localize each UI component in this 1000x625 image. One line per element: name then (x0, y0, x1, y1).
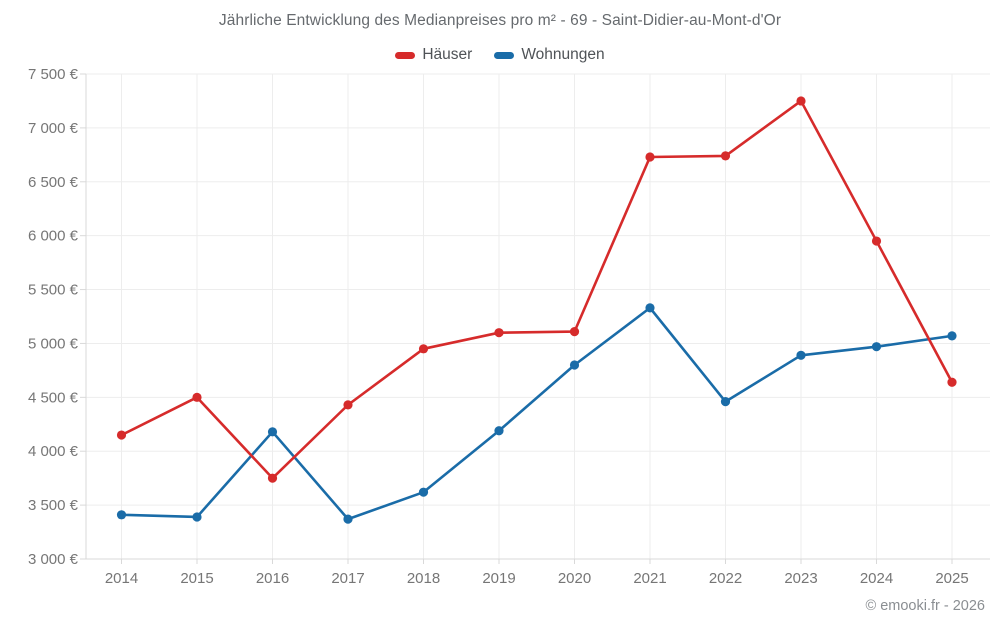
x-axis-label: 2016 (256, 570, 289, 587)
hauser-series-swatch-icon (395, 51, 416, 59)
legend-label-wohnungen: Wohnungen (521, 46, 605, 63)
series-line-wohnungen (121, 306, 953, 521)
copyright-footer: © emooki.fr - 2026 (865, 598, 985, 614)
data-point-huser-2023[interactable] (796, 96, 806, 106)
data-point-wohnungen-2017[interactable] (343, 514, 353, 524)
series-line-huser (120, 99, 954, 480)
y-axis-label: 4 500 € (28, 389, 79, 406)
legend-item-hauser[interactable]: Häuser (395, 46, 472, 64)
y-axis-label: 7 000 € (28, 120, 79, 137)
data-point-wohnungen-2015[interactable] (192, 512, 202, 522)
data-point-huser-2020[interactable] (569, 326, 580, 337)
data-point-huser-2018[interactable] (418, 344, 429, 354)
x-axis-label: 2019 (482, 570, 515, 587)
x-axis-label: 2024 (860, 570, 893, 587)
data-point-wohnungen-2021[interactable] (645, 303, 655, 313)
y-axis-label: 3 500 € (28, 497, 79, 514)
data-point-wohnungen-2016[interactable] (267, 427, 278, 437)
x-axis-label: 2017 (331, 570, 364, 587)
x-axis-label: 2025 (935, 570, 968, 587)
data-point-huser-2022[interactable] (720, 151, 731, 161)
chart-title: Jährliche Entwicklung des Medianpreises … (218, 12, 782, 29)
x-axis-label: 2022 (709, 570, 742, 587)
y-axis-label: 7 500 € (28, 66, 79, 83)
y-axis-label: 6 000 € (28, 228, 79, 245)
data-point-wohnungen-2024[interactable] (871, 342, 882, 352)
data-point-huser-2024[interactable] (871, 236, 882, 246)
y-axis-label: 5 000 € (28, 335, 79, 352)
data-point-huser-2016[interactable] (267, 473, 278, 483)
data-point-huser-2017[interactable] (343, 400, 353, 410)
data-point-huser-2019[interactable] (494, 328, 504, 338)
data-point-wohnungen-2022[interactable] (720, 397, 731, 407)
x-axis-label: 2015 (180, 570, 213, 587)
wohnungen-series-swatch-icon (494, 51, 515, 59)
data-point-huser-2025[interactable] (947, 377, 957, 387)
data-point-wohnungen-2014[interactable] (116, 510, 127, 520)
y-axis-label: 6 500 € (28, 174, 79, 191)
data-point-wohnungen-2018[interactable] (418, 487, 429, 497)
data-point-wohnungen-2023[interactable] (796, 350, 806, 360)
y-axis-label: 5 500 € (28, 282, 79, 299)
y-axis-label: 4 000 € (28, 443, 79, 460)
data-point-huser-2015[interactable] (192, 392, 202, 402)
chart-legend: Häuser Wohnungen (0, 46, 1000, 64)
data-point-wohnungen-2019[interactable] (494, 426, 504, 436)
x-axis-label: 2018 (407, 570, 440, 587)
data-point-huser-2014[interactable] (116, 430, 127, 440)
x-axis-label: 2021 (633, 570, 666, 587)
legend-item-wohnungen[interactable]: Wohnungen (494, 46, 605, 64)
x-axis-label: 2023 (784, 570, 817, 587)
x-axis-label: 2020 (558, 570, 591, 587)
legend-label-hauser: Häuser (422, 46, 473, 63)
x-axis-label: 2014 (105, 570, 138, 587)
y-axis-label: 3 000 € (28, 551, 79, 568)
data-point-wohnungen-2025[interactable] (947, 331, 957, 341)
data-point-huser-2021[interactable] (645, 152, 655, 162)
data-point-wohnungen-2020[interactable] (569, 360, 580, 370)
